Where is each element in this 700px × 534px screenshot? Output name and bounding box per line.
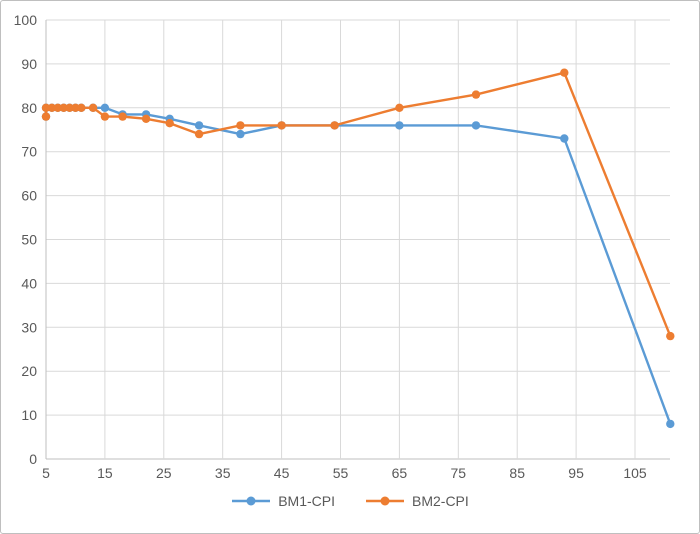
- y-axis-tick-label: 20: [21, 363, 37, 379]
- y-axis-tick-label: 50: [21, 232, 37, 248]
- data-point-bm2-cpi: [47, 103, 57, 113]
- x-axis-tick-label: 5: [42, 465, 50, 481]
- data-point-bm2-cpi: [77, 103, 86, 113]
- x-axis-tick-label: 35: [215, 465, 231, 481]
- y-axis-tick-label: 80: [21, 100, 37, 116]
- x-axis-tick-label: 105: [623, 465, 647, 481]
- data-point-bm2-cpi: [560, 68, 569, 77]
- y-axis-tick-label: 40: [21, 275, 37, 291]
- data-point-bm1-cpi: [471, 121, 481, 130]
- y-axis-tick-label: 90: [21, 56, 37, 72]
- data-point-bm1-cpi: [100, 103, 110, 113]
- legend-item-bm1-cpi: BM1-CPI: [231, 493, 335, 509]
- x-axis-tick-label: 55: [333, 465, 349, 481]
- data-point-bm2-cpi: [141, 114, 151, 124]
- x-axis-tick-label: 65: [392, 465, 408, 481]
- x-axis-tick-label: 15: [97, 465, 113, 481]
- data-point-bm2-cpi: [59, 103, 68, 113]
- x-axis-tick-label: 95: [568, 465, 584, 481]
- legend-label-bm2-cpi: BM2-CPI: [412, 493, 469, 509]
- y-axis-tick-label: 10: [21, 407, 37, 423]
- x-axis-tick-label: 75: [451, 465, 467, 481]
- data-point-bm1-cpi: [395, 121, 404, 130]
- data-point-bm2-cpi: [236, 121, 245, 130]
- data-point-bm2-cpi: [194, 129, 204, 139]
- y-axis-tick-label: 100: [14, 12, 38, 28]
- series-line-bm1-cpi: [44, 106, 672, 426]
- bm1-series-marker-icon: [232, 496, 271, 506]
- legend-item-bm2-cpi: BM2-CPI: [365, 493, 469, 509]
- legend: BM1-CPI BM2-CPI: [1, 493, 699, 509]
- bm2-series-marker-icon: [366, 496, 404, 506]
- data-point-bm2-cpi: [71, 103, 80, 113]
- x-axis-tick-label: 25: [156, 465, 172, 481]
- data-point-bm2-cpi: [165, 119, 174, 128]
- data-point-bm2-cpi: [118, 112, 127, 121]
- data-point-bm2-cpi: [100, 112, 110, 121]
- x-axis-tick-label: 85: [509, 465, 525, 481]
- data-point-bm2-cpi: [330, 121, 339, 130]
- data-point-bm1-cpi: [560, 134, 569, 143]
- data-point-bm2-cpi: [395, 103, 404, 113]
- data-point-bm2-cpi: [277, 121, 286, 130]
- data-point-bm1-cpi: [666, 419, 675, 429]
- data-point-bm2-cpi: [471, 90, 481, 99]
- x-axis-tick-label: 45: [274, 465, 290, 481]
- y-axis-tick-label: 30: [21, 319, 37, 335]
- data-point-bm2-cpi: [53, 103, 62, 113]
- data-point-bm1-cpi: [236, 129, 245, 139]
- y-axis-tick-label: 60: [21, 188, 37, 204]
- data-point-bm2-cpi: [41, 103, 51, 113]
- y-axis-tick-label: 70: [21, 144, 37, 160]
- series-line-bm2-cpi: [44, 71, 672, 338]
- data-point-bm2-cpi: [666, 331, 675, 341]
- legend-label-bm1-cpi: BM1-CPI: [278, 493, 335, 509]
- data-point-bm2-cpi: [41, 112, 51, 121]
- data-point-bm2-cpi: [65, 103, 74, 113]
- data-point-bm2-cpi: [88, 103, 98, 113]
- y-axis-tick-label: 0: [29, 451, 37, 467]
- data-point-bm1-cpi: [194, 121, 204, 130]
